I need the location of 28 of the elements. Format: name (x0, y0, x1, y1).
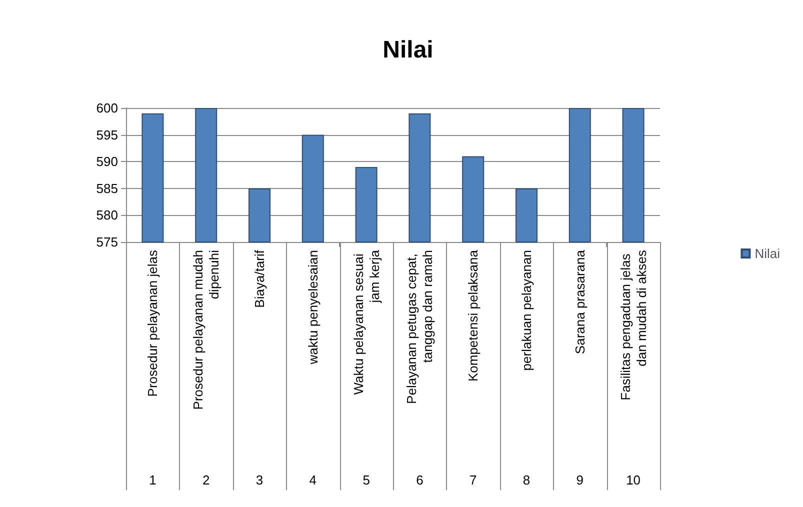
y-tick-label: 585 (96, 180, 118, 196)
chart-title: Nilai (382, 36, 434, 64)
legend-label: Nilai (754, 246, 780, 261)
text: 1 (149, 472, 156, 488)
text: 8 (522, 472, 530, 488)
text: 4 (309, 472, 317, 488)
text: 5 (362, 472, 370, 488)
x-tick-label: Sarana prasarana (572, 249, 588, 354)
text: 10 (626, 472, 641, 488)
text: 9 (576, 472, 584, 488)
text: 7 (469, 472, 477, 488)
y-tick-label: 580 (96, 208, 118, 223)
x-tick-label: Waktu pelayanan sesuai jam kerja (350, 249, 382, 395)
x-tick-label: Fasilitas pengaduan jelas dan mudah di akses (618, 250, 649, 400)
y-tick-label: 575 (96, 234, 118, 250)
x-tick-label: Kompetensi pelaksana (466, 249, 481, 382)
x-tick-label: perlakuan pelayanan (519, 250, 534, 371)
x-tick-label: waktu penyelesaian (305, 250, 320, 366)
text: 3 (256, 472, 264, 488)
y-tick-label: 600 (96, 100, 118, 116)
x-tick-label: Pelayanan petugas cepat, tanggap dan ramah (404, 250, 436, 404)
text: 6 (416, 472, 424, 488)
y-tick-label: 590 (96, 154, 118, 170)
x-tick-label: Prosedur pelayanan mudah dipenuhi (190, 250, 222, 410)
x-tick-label: Prosedur pelayanan jelas (145, 250, 160, 397)
y-tick-label: 595 (96, 127, 118, 142)
text: 2 (202, 472, 210, 488)
x-tick-label: Biaya/tarif (252, 250, 267, 308)
